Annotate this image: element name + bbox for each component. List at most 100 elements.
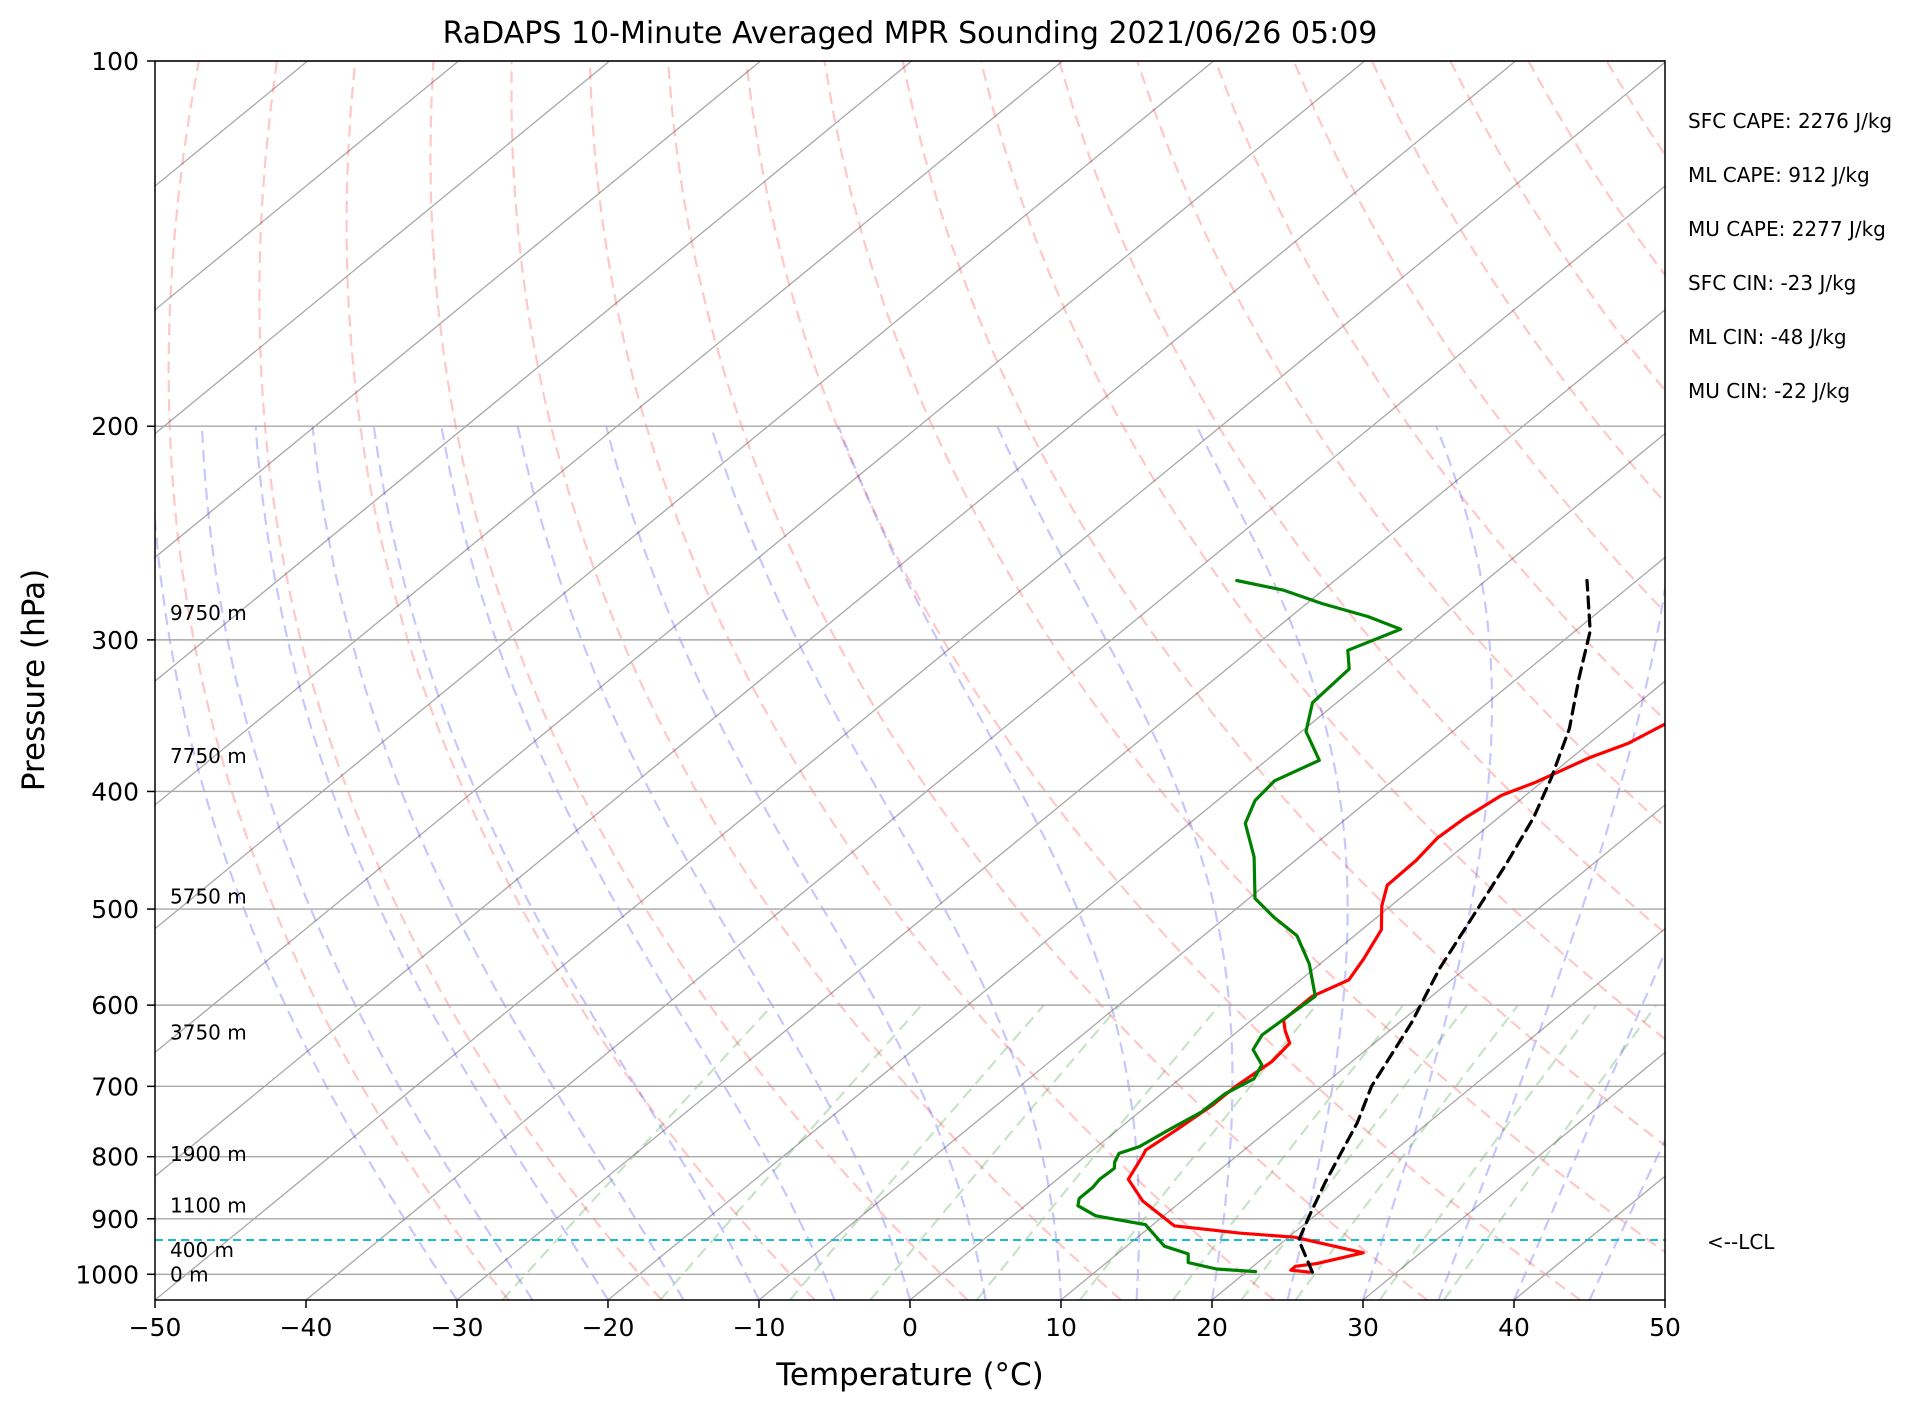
- stability-index-text: SFC CIN: -23 J/kg: [1688, 271, 1856, 295]
- y-tick-label: 200: [91, 412, 139, 441]
- y-tick-label: 300: [91, 626, 139, 655]
- isotherm-line: [1362, 1051, 1665, 1300]
- x-tick-label: 10: [1045, 1313, 1077, 1342]
- dewpoint-profile-line: [1076, 578, 1403, 1274]
- y-tick-label: 400: [91, 777, 139, 806]
- dry-adiabat-line: [1841, 61, 1925, 1300]
- isotherm-line: [305, 185, 1665, 1300]
- moist-adiabat-line: [1588, 1138, 1665, 1300]
- moist-adiabat-line: [709, 425, 1063, 1300]
- moist-adiabat-line: [372, 426, 760, 1300]
- y-tick-label: 700: [91, 1072, 139, 1101]
- moist-adiabat-line: [155, 505, 458, 1300]
- temperature-profile-line: [1126, 722, 1665, 1274]
- y-tick-label: 800: [91, 1143, 139, 1172]
- isotherm-line: [909, 680, 1665, 1300]
- isotherm-line: [155, 61, 459, 311]
- moist-adiabat-line: [1437, 581, 1665, 1300]
- mixing-ratio-line: [789, 1004, 1045, 1300]
- stability-index-text: SFC CAPE: 2276 J/kg: [1688, 109, 1892, 133]
- y-tick-label: 600: [91, 991, 139, 1020]
- dry-adiabat-line: [345, 61, 816, 1300]
- dry-adiabat-line: [1685, 61, 1925, 1300]
- height-label: 5750 m: [170, 884, 247, 908]
- x-tick-label: −20: [582, 1313, 635, 1342]
- isotherm-line: [607, 432, 1665, 1300]
- dry-adiabat-line: [745, 61, 1582, 1300]
- isotherm-line: [1664, 1299, 1665, 1300]
- mixing-ratio-line: [1378, 1004, 1598, 1300]
- lcl-label: <--LCL: [1707, 1230, 1775, 1254]
- sounding-profiles: [1076, 578, 1665, 1274]
- isotherm-line: [155, 61, 610, 435]
- isotherm-line: [155, 61, 1063, 806]
- moist-adiabat-line: [311, 426, 685, 1300]
- dry-adiabat-line: [979, 61, 1665, 1041]
- y-axis-label: Pressure (hPa): [16, 569, 52, 791]
- x-axis-ticks: −50 −40 −30 −20 −10 0 10 20 30 40 50: [129, 1300, 1681, 1342]
- x-tick-label: 30: [1347, 1313, 1379, 1342]
- y-axis-ticks: 1000 900 800 700 600 500 400 300 200 100: [75, 47, 155, 1289]
- x-tick-label: −50: [129, 1313, 182, 1342]
- mixing-ratio-line: [501, 1004, 774, 1300]
- stability-index-text: ML CIN: -48 J/kg: [1688, 325, 1847, 349]
- dry-adiabat-line: [1058, 61, 1665, 935]
- isotherm-line: [1211, 927, 1665, 1300]
- dry-adiabat-line: [666, 61, 1428, 1300]
- moist-adiabat-line: [1361, 425, 1494, 1300]
- x-tick-label: 40: [1498, 1313, 1530, 1342]
- stability-index-text: ML CAPE: 912 J/kg: [1688, 163, 1870, 187]
- dry-adiabat-line: [167, 61, 510, 1300]
- dry-adiabat-line: [429, 61, 969, 1300]
- x-tick-label: 50: [1649, 1313, 1681, 1342]
- isotherm-line: [155, 61, 1665, 1300]
- mixing-ratio-line: [1443, 1004, 1658, 1300]
- height-label: 3750 m: [170, 1021, 247, 1045]
- background-lines: [155, 61, 1925, 1300]
- stability-indices: SFC CAPE: 2276 J/kg ML CAPE: 912 J/kg MU C…: [1688, 109, 1892, 403]
- dry-adiabat-line: [1919, 61, 1925, 1300]
- height-label: 9750 m: [170, 601, 247, 625]
- dry-adiabat-line: [901, 61, 1665, 1147]
- x-tick-label: 20: [1196, 1313, 1228, 1342]
- dry-adiabat-line: [1292, 61, 1665, 614]
- mixing-ratio-line: [1078, 1004, 1318, 1300]
- isotherm-line: [155, 61, 1516, 1178]
- x-tick-label: −30: [431, 1313, 484, 1342]
- stability-index-text: MU CIN: -22 J/kg: [1688, 379, 1850, 403]
- dry-adiabat-line: [258, 61, 663, 1300]
- mixing-ratio-line: [1172, 1004, 1405, 1300]
- height-label: 1100 m: [170, 1194, 247, 1218]
- dry-adiabat-line: [510, 61, 1122, 1300]
- x-tick-label: 0: [902, 1313, 918, 1342]
- chart-title: RaDAPS 10-Minute Averaged MPR Sounding 2…: [443, 16, 1378, 51]
- y-tick-label: 900: [91, 1205, 139, 1234]
- y-tick-label: 1000: [75, 1260, 139, 1289]
- x-tick-label: −10: [733, 1313, 786, 1342]
- y-tick-label: 500: [91, 895, 139, 924]
- mixing-ratio-line: [1240, 1004, 1469, 1300]
- mixing-ratio-line: [659, 1004, 923, 1300]
- isotherm-line: [155, 61, 761, 559]
- height-label: 400 m: [170, 1238, 234, 1262]
- x-axis-label: Temperature (°C): [775, 1357, 1044, 1393]
- y-tick-label: 100: [91, 47, 139, 76]
- height-label: 0 m: [170, 1262, 209, 1286]
- height-label: 1900 m: [170, 1142, 247, 1166]
- dry-adiabat-line: [823, 61, 1665, 1254]
- mixing-ratio-line: [869, 1004, 1121, 1300]
- x-tick-label: −40: [280, 1313, 333, 1342]
- moist-adiabat-line: [996, 425, 1234, 1300]
- dry-adiabat-line: [1763, 61, 1925, 1300]
- moist-adiabat-line: [516, 425, 912, 1300]
- moist-adiabat-line: [440, 426, 836, 1300]
- height-label: 7750 m: [170, 744, 247, 768]
- isotherm-line: [456, 308, 1665, 1300]
- stability-index-text: MU CAPE: 2277 J/kg: [1688, 217, 1886, 241]
- isotherm-line: [1060, 804, 1665, 1300]
- isotherm-line: [155, 61, 912, 682]
- isotherm-line: [758, 556, 1665, 1300]
- isotherm-line: [155, 61, 1214, 930]
